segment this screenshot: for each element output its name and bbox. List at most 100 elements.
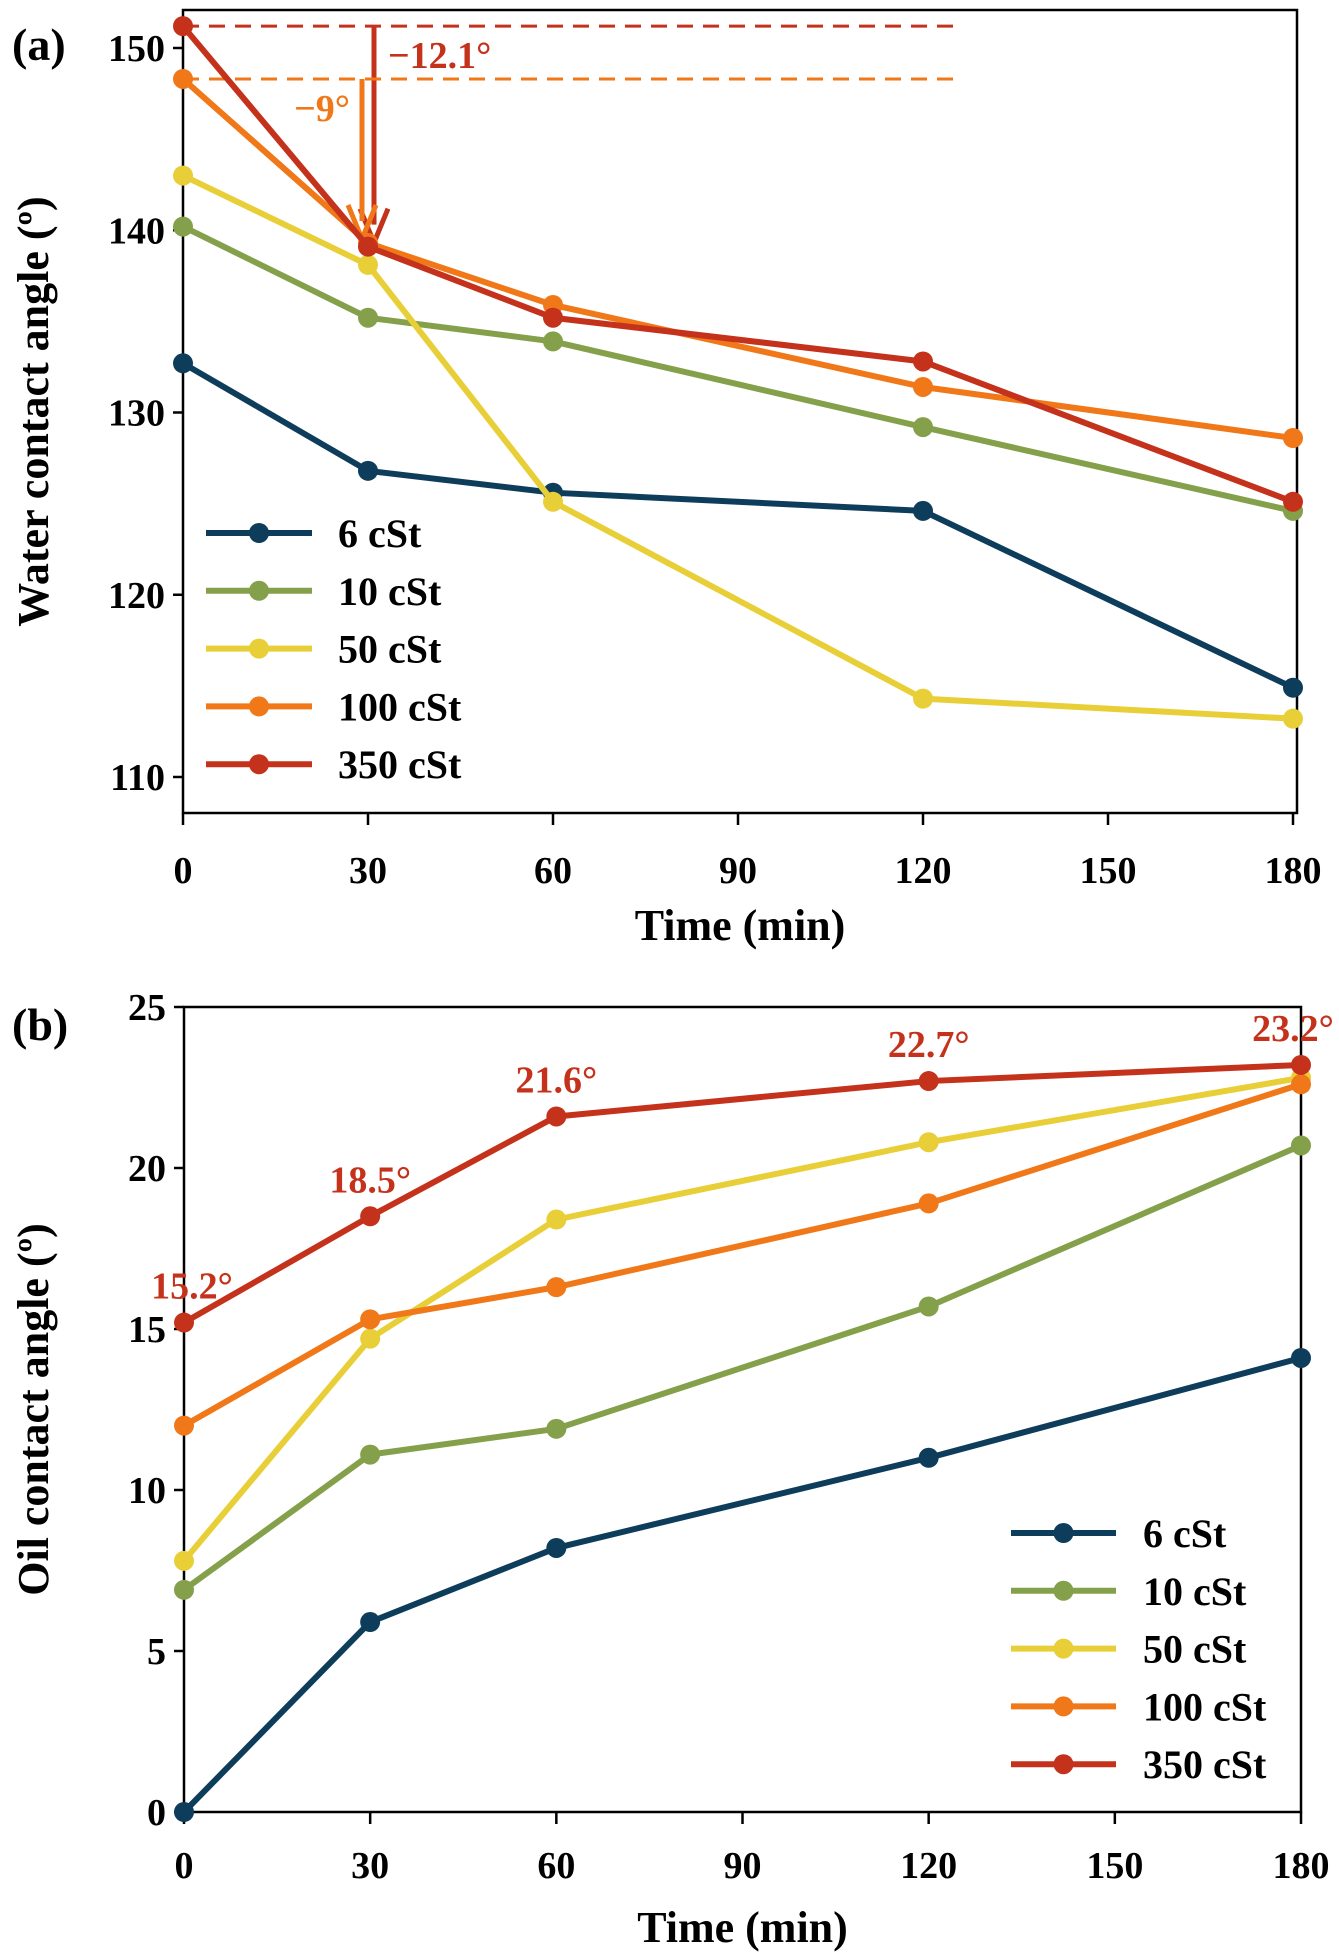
data-label: 21.6° bbox=[515, 1059, 597, 1101]
data-point bbox=[918, 1071, 939, 1092]
data-point bbox=[543, 307, 563, 328]
panel-b-oil-contact-angle: (b) 0 5 10 15 20 25 0 30 60 90 120 150 180 Time (min) O… bbox=[9, 987, 1334, 1952]
y-axis-title: Water contact angle (º) bbox=[9, 196, 58, 626]
data-point bbox=[173, 68, 193, 89]
legend: 6 cSt 10 cSt 50 cSt 100 cSt 350 cSt bbox=[1011, 1511, 1267, 1787]
data-point bbox=[918, 1296, 939, 1317]
panel-label: (a) bbox=[12, 19, 66, 70]
legend-label: 100 cSt bbox=[338, 684, 462, 729]
y-tick-label: 0 bbox=[147, 1792, 166, 1834]
data-point bbox=[1291, 1054, 1311, 1075]
data-point bbox=[546, 1418, 567, 1439]
data-point bbox=[173, 165, 193, 186]
data-point bbox=[546, 1277, 567, 1298]
data-point bbox=[546, 1209, 567, 1230]
annotation-label: −12.1° bbox=[388, 35, 491, 77]
data-label: 23.2° bbox=[1252, 1008, 1334, 1050]
legend-item: 100 cSt bbox=[1011, 1684, 1267, 1729]
data-point bbox=[173, 16, 193, 37]
plot-frame bbox=[182, 1005, 1303, 1814]
data-point bbox=[1291, 1135, 1311, 1156]
legend-label: 10 cSt bbox=[1143, 1569, 1247, 1614]
legend-label: 6 cSt bbox=[338, 511, 422, 556]
legend-item: 50 cSt bbox=[206, 627, 442, 672]
y-tick-label: 10 bbox=[128, 1470, 166, 1512]
legend-label: 6 cSt bbox=[1143, 1511, 1227, 1556]
data-point bbox=[918, 1447, 939, 1468]
data-point bbox=[913, 500, 933, 521]
data-point bbox=[1283, 677, 1303, 698]
legend-label: 50 cSt bbox=[338, 627, 442, 672]
data-point bbox=[1283, 491, 1303, 512]
x-tick-label: 150 bbox=[1080, 850, 1137, 892]
data-point bbox=[546, 1537, 567, 1558]
data-point bbox=[546, 1106, 567, 1127]
legend-swatch-marker bbox=[1053, 1696, 1074, 1717]
legend-item: 350 cSt bbox=[1011, 1742, 1267, 1787]
legend-swatch-marker bbox=[249, 754, 269, 775]
data-point bbox=[913, 417, 933, 438]
data-point bbox=[358, 460, 378, 481]
legend-item: 100 cSt bbox=[206, 684, 462, 729]
data-point bbox=[360, 1444, 381, 1465]
legend: 6 cSt 10 cSt 50 cSt 100 cSt 350 cSt bbox=[206, 511, 462, 787]
legend-swatch-marker bbox=[1053, 1638, 1074, 1659]
data-point bbox=[358, 236, 378, 257]
data-point bbox=[174, 1579, 194, 1600]
series-line-100-cst bbox=[182, 1081, 1302, 1429]
data-point bbox=[174, 1312, 194, 1333]
data-point bbox=[543, 331, 563, 352]
y-tick-label: 110 bbox=[110, 757, 165, 799]
x-tick-label: 90 bbox=[724, 1845, 762, 1887]
data-point bbox=[360, 1309, 381, 1330]
legend-swatch-marker bbox=[249, 580, 269, 601]
legend-swatch-marker bbox=[1053, 1523, 1074, 1543]
data-point bbox=[173, 353, 193, 374]
x-tick-label: 90 bbox=[719, 850, 757, 892]
legend-item: 10 cSt bbox=[1011, 1569, 1247, 1614]
x-tick-label: 60 bbox=[534, 850, 572, 892]
data-label: 18.5° bbox=[329, 1159, 411, 1201]
x-tick-label: 120 bbox=[895, 850, 952, 892]
legend-swatch-marker bbox=[249, 523, 269, 543]
x-tick-label: 120 bbox=[900, 1845, 957, 1887]
data-point bbox=[174, 1802, 194, 1822]
series-line-10-cst bbox=[182, 1142, 1303, 1593]
series-line-6-cst bbox=[181, 1355, 1302, 1815]
data-point bbox=[360, 1206, 381, 1227]
x-tick-label: 180 bbox=[1265, 850, 1322, 892]
y-tick-label: 15 bbox=[128, 1309, 166, 1351]
legend-label: 350 cSt bbox=[1143, 1742, 1267, 1787]
data-point bbox=[173, 216, 193, 237]
data-point bbox=[1283, 708, 1303, 729]
x-tick-label: 30 bbox=[349, 850, 387, 892]
data-point bbox=[918, 1193, 939, 1214]
x-axis-title: Time (min) bbox=[635, 901, 846, 950]
data-label: 15.2° bbox=[151, 1266, 233, 1308]
legend-label: 10 cSt bbox=[338, 569, 442, 614]
legend-label: 100 cSt bbox=[1143, 1684, 1267, 1729]
series-line-50-cst bbox=[181, 1074, 1302, 1563]
panel-label: (b) bbox=[12, 999, 68, 1050]
data-label: 22.7° bbox=[888, 1024, 970, 1066]
annotation-label: −9° bbox=[294, 88, 350, 130]
data-point bbox=[913, 376, 933, 397]
data-point bbox=[918, 1132, 939, 1153]
data-point bbox=[1283, 428, 1303, 449]
legend-label: 350 cSt bbox=[338, 742, 462, 787]
legend-label: 50 cSt bbox=[1143, 1627, 1247, 1672]
legend-swatch-marker bbox=[249, 638, 269, 659]
data-point bbox=[360, 1612, 381, 1633]
y-tick-label: 140 bbox=[108, 210, 165, 252]
x-tick-label: 180 bbox=[1273, 1845, 1330, 1887]
data-point bbox=[1291, 1074, 1311, 1095]
legend-item: 6 cSt bbox=[206, 511, 422, 556]
legend-item: 50 cSt bbox=[1011, 1627, 1247, 1672]
y-tick-label: 20 bbox=[128, 1148, 166, 1190]
data-point bbox=[913, 351, 933, 372]
x-tick-label: 30 bbox=[351, 1845, 389, 1887]
data-point bbox=[174, 1550, 194, 1571]
y-tick-label: 130 bbox=[108, 393, 165, 435]
data-point bbox=[913, 688, 933, 709]
data-point bbox=[358, 254, 378, 275]
